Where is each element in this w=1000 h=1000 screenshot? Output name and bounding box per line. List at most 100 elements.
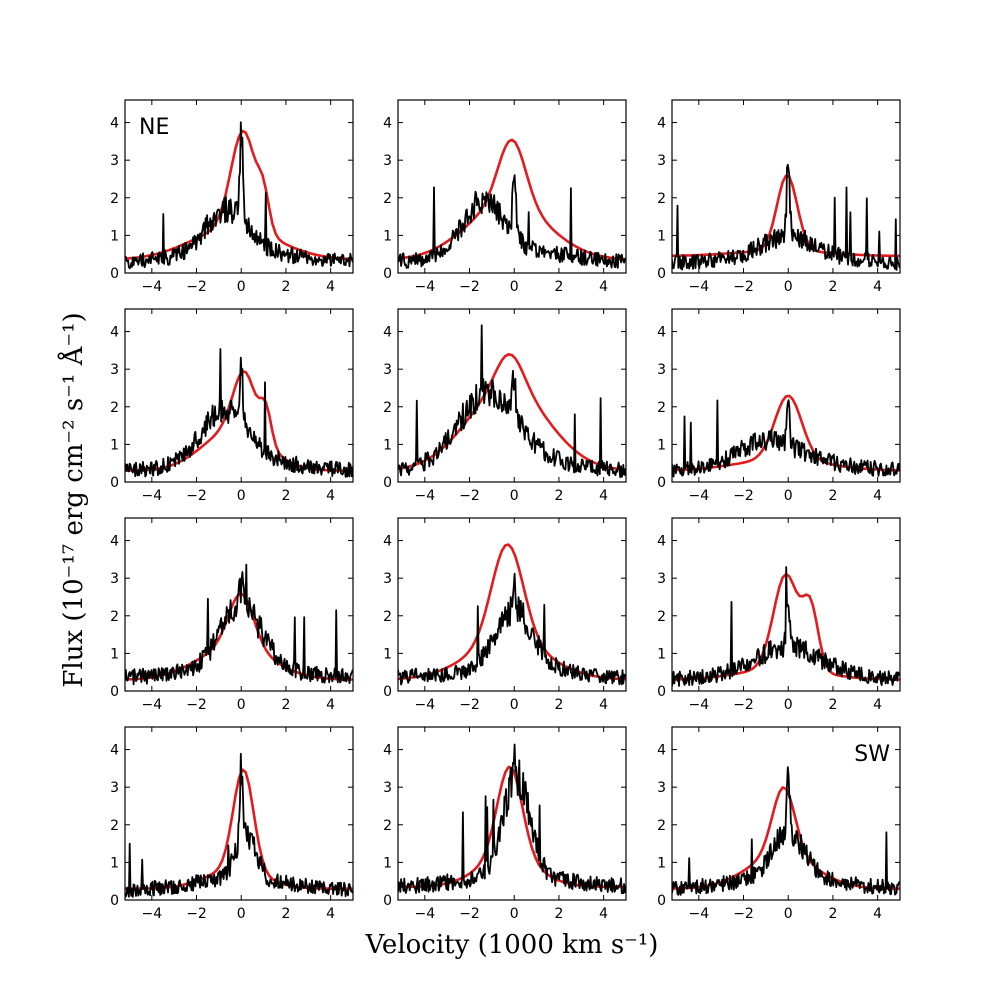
y-tick-label: 4 — [657, 743, 666, 759]
x-tick-label: −2 — [186, 488, 207, 504]
panel-frame — [671, 308, 901, 483]
panel-1: −4 −2 0 2 4 0 1 2 3 4 NE — [110, 99, 354, 295]
x-tick-label: −4 — [689, 906, 710, 922]
y-tick-label: 0 — [657, 684, 666, 700]
y-tick-label: 4 — [383, 743, 392, 759]
x-tick-label: 2 — [281, 906, 290, 922]
panel-5: −4 −2 0 2 4 0 1 2 3 4 — [383, 308, 627, 504]
y-tick-label: 2 — [110, 400, 119, 416]
y-tick-label: 1 — [657, 646, 666, 662]
y-tick-label: 4 — [110, 743, 119, 759]
y-tick-label: 1 — [383, 437, 392, 453]
panel-frame — [397, 99, 627, 274]
panel-label: SW — [854, 742, 890, 767]
panel-frame — [397, 517, 627, 692]
y-tick-label: 3 — [110, 153, 119, 169]
y-tick-label: 0 — [657, 475, 666, 491]
y-tick-label: 0 — [110, 475, 119, 491]
x-tick-label: 0 — [784, 488, 793, 504]
x-tick-label: 4 — [326, 697, 335, 713]
y-tick-label: 0 — [110, 893, 119, 909]
x-tick-label: −4 — [415, 279, 436, 295]
x-tick-label: −4 — [415, 906, 436, 922]
y-tick-label: 2 — [383, 818, 392, 834]
x-tick-label: 4 — [599, 279, 608, 295]
panel-4: −4 −2 0 2 4 0 1 2 3 4 — [110, 308, 354, 504]
y-tick-label: 3 — [383, 780, 392, 796]
x-tick-label: −2 — [733, 279, 754, 295]
model-line — [398, 543, 626, 681]
x-tick-label: 0 — [510, 906, 519, 922]
y-tick-label: 3 — [383, 571, 392, 587]
panel-frame — [671, 99, 901, 274]
y-tick-label: 0 — [657, 893, 666, 909]
y-tick-label: 3 — [110, 780, 119, 796]
panel-frame — [397, 726, 627, 901]
observed-line — [672, 766, 900, 896]
panel-frame — [124, 308, 354, 483]
x-tick-label: 0 — [784, 279, 793, 295]
x-tick-label: −4 — [415, 488, 436, 504]
observed-line — [672, 566, 900, 687]
panel-frame — [124, 99, 354, 274]
y-tick-label: 2 — [110, 609, 119, 625]
panel-11: −4 −2 0 2 4 0 1 2 3 4 — [383, 726, 627, 922]
model-line — [125, 370, 353, 472]
y-tick-label: 1 — [110, 228, 119, 244]
model-line — [398, 138, 626, 261]
x-tick-label: 4 — [873, 906, 882, 922]
y-tick-label: 1 — [110, 646, 119, 662]
observed-line — [125, 348, 353, 478]
y-tick-label: 1 — [657, 437, 666, 453]
x-tick-label: −2 — [459, 697, 480, 713]
panel-frame — [124, 517, 354, 692]
x-tick-label: −2 — [186, 697, 207, 713]
x-tick-label: 2 — [554, 697, 563, 713]
y-tick-label: 3 — [383, 362, 392, 378]
x-tick-label: −2 — [733, 488, 754, 504]
x-tick-label: −2 — [459, 279, 480, 295]
x-tick-label: −4 — [142, 697, 163, 713]
y-tick-label: 2 — [657, 191, 666, 207]
panel-10: −4 −2 0 2 4 0 1 2 3 4 — [110, 726, 354, 922]
panel-7: −4 −2 0 2 4 0 1 2 3 4 — [110, 517, 354, 713]
y-tick-label: 4 — [657, 534, 666, 550]
x-tick-label: −4 — [689, 697, 710, 713]
y-tick-label: 1 — [383, 646, 392, 662]
x-tick-label: 2 — [828, 279, 837, 295]
x-tick-label: −4 — [689, 279, 710, 295]
x-tick-label: 2 — [828, 488, 837, 504]
y-tick-label: 2 — [110, 191, 119, 207]
observed-line — [398, 572, 626, 686]
y-tick-label: 3 — [657, 780, 666, 796]
y-tick-label: 2 — [657, 818, 666, 834]
panel-9: −4 −2 0 2 4 0 1 2 3 4 — [657, 517, 901, 713]
y-tick-label: 1 — [110, 855, 119, 871]
observed-line — [125, 121, 353, 270]
panel-8: −4 −2 0 2 4 0 1 2 3 4 — [383, 517, 627, 713]
y-axis-title: Flux (10⁻¹⁷ erg cm⁻² s⁻¹ Å⁻¹) — [57, 312, 89, 687]
x-tick-label: 2 — [554, 906, 563, 922]
observed-line — [398, 174, 626, 269]
y-tick-label: 4 — [383, 116, 392, 132]
y-tick-label: 2 — [383, 609, 392, 625]
x-axis-title: Velocity (1000 km s⁻¹) — [365, 930, 659, 960]
x-tick-label: 4 — [599, 697, 608, 713]
y-tick-label: 3 — [110, 571, 119, 587]
x-tick-label: 2 — [554, 488, 563, 504]
y-tick-label: 1 — [657, 855, 666, 871]
x-tick-label: 4 — [599, 906, 608, 922]
y-tick-label: 4 — [110, 534, 119, 550]
y-tick-label: 0 — [383, 475, 392, 491]
x-tick-label: −4 — [142, 488, 163, 504]
y-tick-label: 3 — [657, 362, 666, 378]
x-tick-label: 0 — [510, 697, 519, 713]
observed-line — [398, 324, 626, 478]
x-tick-label: −4 — [415, 697, 436, 713]
panel-frame — [124, 726, 354, 901]
x-tick-label: 2 — [281, 697, 290, 713]
y-tick-label: 3 — [657, 153, 666, 169]
x-tick-label: −2 — [459, 488, 480, 504]
y-tick-label: 2 — [383, 191, 392, 207]
